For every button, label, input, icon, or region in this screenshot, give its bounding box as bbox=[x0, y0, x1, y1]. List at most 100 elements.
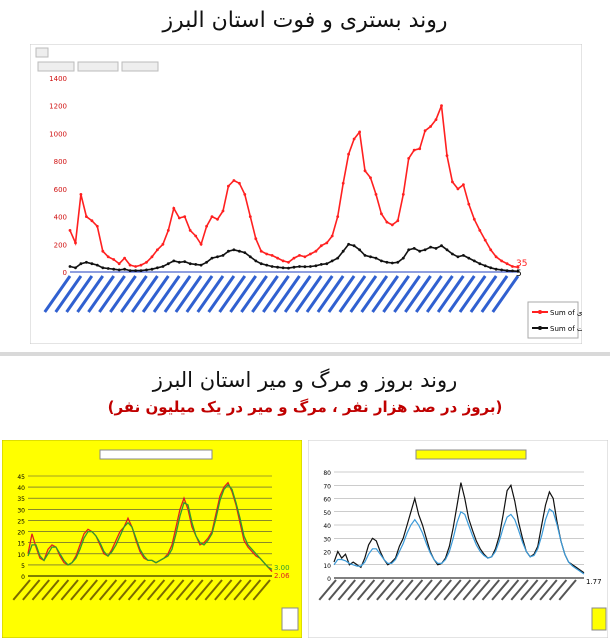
y-tick-label: 30 bbox=[17, 507, 25, 514]
data-point bbox=[483, 264, 487, 268]
x-tick-stub bbox=[425, 275, 454, 313]
data-point bbox=[166, 262, 170, 266]
data-point bbox=[489, 248, 493, 252]
x-tick-stub bbox=[120, 275, 148, 313]
x-tick-stub bbox=[338, 275, 367, 313]
data-point bbox=[478, 229, 482, 232]
data-point bbox=[248, 255, 252, 259]
data-point bbox=[341, 249, 345, 253]
x-tick-stub bbox=[414, 579, 433, 601]
incidence-chart: 0 5 10 15 20 25 30 35 40 45 3.00 2.06 bbox=[2, 440, 302, 638]
data-point bbox=[363, 169, 367, 173]
data-point bbox=[511, 265, 514, 268]
data-point bbox=[298, 254, 301, 257]
data-point bbox=[95, 224, 99, 228]
y-tick-label: 1200 bbox=[49, 103, 67, 111]
data-point bbox=[194, 263, 198, 266]
x-tick-stub bbox=[510, 579, 529, 601]
x-tick-stub bbox=[194, 579, 214, 601]
data-point bbox=[336, 256, 340, 260]
data-point bbox=[347, 152, 350, 156]
x-tick-stub bbox=[366, 579, 385, 601]
data-point bbox=[374, 256, 378, 260]
x-tick-stub bbox=[137, 579, 156, 601]
data-point bbox=[489, 266, 493, 270]
x-tick-stub bbox=[65, 275, 94, 313]
data-point bbox=[325, 262, 329, 266]
data-point bbox=[177, 260, 181, 264]
x-tick-stub bbox=[462, 579, 481, 601]
data-point bbox=[358, 248, 361, 252]
data-point bbox=[238, 181, 241, 185]
data-point bbox=[407, 248, 411, 252]
x-tick-stub bbox=[130, 275, 159, 313]
data-point bbox=[396, 260, 400, 264]
data-point bbox=[292, 256, 296, 260]
data-point bbox=[423, 248, 427, 252]
data-point bbox=[451, 180, 454, 184]
data-point bbox=[456, 255, 460, 259]
x-tick-stub bbox=[54, 275, 83, 313]
end-label-mortality: 1.77 bbox=[586, 578, 602, 586]
data-point bbox=[90, 262, 94, 266]
data-point bbox=[183, 260, 187, 263]
top-chart-title: روند بستری و فوت استان البرز bbox=[162, 8, 448, 33]
x-tick-stub bbox=[520, 579, 539, 601]
y-tick-label: 200 bbox=[54, 241, 67, 249]
data-point bbox=[445, 248, 449, 252]
y-tick-label: 15 bbox=[17, 541, 25, 548]
data-point bbox=[101, 266, 105, 270]
x-tick-stub bbox=[395, 579, 414, 601]
data-point bbox=[314, 264, 318, 268]
x-tick-stub bbox=[31, 579, 50, 601]
y-tick-label: 0 bbox=[327, 576, 331, 583]
x-tick-stub bbox=[472, 579, 491, 601]
y-tick-label: 10 bbox=[323, 563, 331, 570]
data-point bbox=[254, 259, 258, 263]
data-point bbox=[336, 215, 340, 219]
x-tick-stub bbox=[404, 579, 424, 601]
data-point bbox=[483, 238, 487, 242]
x-tick-stub bbox=[108, 579, 127, 601]
x-tick-stub bbox=[548, 579, 568, 601]
data-point bbox=[248, 215, 252, 219]
data-point bbox=[494, 267, 498, 271]
hospitalization-death-chart: 0 200 400 600 800 1000 1200 1400 Sum of بستری S… bbox=[30, 44, 582, 344]
data-point bbox=[407, 157, 411, 160]
x-tick-stub bbox=[318, 579, 337, 601]
x-tick-stub bbox=[558, 579, 577, 601]
data-point bbox=[500, 268, 503, 272]
data-point bbox=[429, 125, 432, 128]
y-tick-label: 20 bbox=[17, 530, 25, 537]
data-point bbox=[412, 247, 416, 250]
x-tick-stub bbox=[118, 579, 137, 601]
data-point bbox=[188, 262, 192, 266]
data-point bbox=[216, 255, 219, 259]
section-divider bbox=[0, 352, 610, 356]
x-tick-stub bbox=[233, 579, 252, 601]
x-tick-stub bbox=[218, 275, 247, 313]
x-tick-stub bbox=[229, 275, 257, 313]
data-point bbox=[429, 245, 432, 249]
data-point bbox=[238, 249, 241, 253]
x-tick-stub bbox=[60, 579, 79, 601]
data-point bbox=[434, 247, 438, 250]
y-tick-label: 0 bbox=[21, 574, 25, 581]
y-tick-label: 10 bbox=[17, 552, 25, 559]
data-point bbox=[472, 259, 476, 263]
data-point bbox=[205, 224, 209, 228]
data-point bbox=[303, 265, 307, 269]
data-point bbox=[79, 193, 83, 196]
series-line-1 bbox=[27, 483, 273, 570]
data-point bbox=[139, 263, 143, 267]
data-point bbox=[467, 202, 471, 206]
data-point bbox=[287, 266, 290, 270]
data-point bbox=[478, 262, 482, 266]
end-label-green: 2.06 bbox=[274, 572, 290, 580]
data-point bbox=[440, 244, 443, 248]
x-tick-stub bbox=[349, 275, 378, 313]
x-tick-stub bbox=[76, 275, 105, 313]
data-point bbox=[270, 265, 274, 268]
data-point bbox=[166, 229, 170, 232]
legend-death-label: Sum of فوت bbox=[550, 325, 582, 333]
